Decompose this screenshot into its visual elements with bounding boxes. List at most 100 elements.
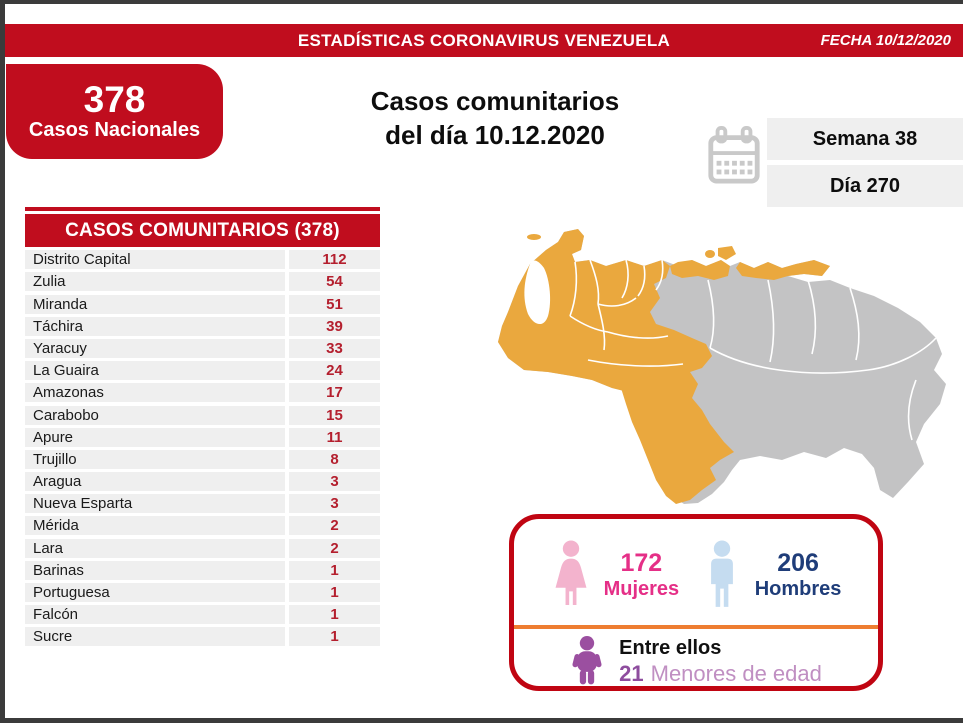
frame-border-bottom xyxy=(0,718,963,723)
map-highlight-central-coast xyxy=(670,260,730,280)
minors-label: Menores de edad xyxy=(650,661,822,687)
state-value-cell: 33 xyxy=(289,338,380,358)
state-name-cell: Carabobo xyxy=(25,405,285,425)
women-stats: 172 Mujeres xyxy=(604,549,680,601)
map-highlight-island xyxy=(705,250,715,258)
state-value-cell: 2 xyxy=(289,516,380,536)
state-value-cell: 3 xyxy=(289,472,380,492)
day-badge: Día 270 xyxy=(767,165,963,207)
state-name-cell: Portuguesa xyxy=(25,583,285,602)
calendar-icon xyxy=(708,126,760,184)
venezuela-map xyxy=(478,220,963,508)
table-row: Táchira 39 xyxy=(25,316,380,336)
state-name-cell: Distrito Capital xyxy=(25,250,285,270)
man-icon xyxy=(710,540,733,607)
national-cases-label: Casos Nacionales xyxy=(28,119,201,142)
state-value-cell: 1 xyxy=(289,560,380,580)
map-highlight-amazonas xyxy=(621,367,734,504)
frame-border-top xyxy=(0,0,963,4)
men-stats: 206 Hombres xyxy=(755,549,842,601)
header-date: FECHA 10/12/2020 xyxy=(820,32,951,49)
table-row: Miranda 51 xyxy=(25,294,380,314)
state-value-cell: 51 xyxy=(289,294,380,314)
men-count: 206 xyxy=(777,549,819,578)
table-row: Apure 11 xyxy=(25,427,380,447)
table-row: Falcón 1 xyxy=(25,605,380,625)
table-row: Distrito Capital 112 xyxy=(25,250,380,270)
woman-icon xyxy=(555,540,587,605)
orange-divider xyxy=(514,625,878,629)
state-name-cell: Nueva Esparta xyxy=(25,494,285,514)
header-title: ESTADÍSTICAS CORONAVIRUS VENEZUELA xyxy=(297,31,671,50)
map-highlight-island xyxy=(718,246,736,260)
header-banner: ESTADÍSTICAS CORONAVIRUS VENEZUELA FECHA… xyxy=(5,24,963,57)
men-label: Hombres xyxy=(754,577,842,600)
state-name-cell: Sucre xyxy=(25,627,285,647)
table-row: La Guaira 24 xyxy=(25,361,380,381)
state-name-cell: Apure xyxy=(25,427,285,447)
state-value-cell: 3 xyxy=(289,494,380,514)
state-value-cell: 8 xyxy=(289,449,380,469)
cases-table: CASOS COMUNITARIOS (378) Distrito Capita… xyxy=(25,207,380,647)
table-row: Trujillo 8 xyxy=(25,449,380,469)
table-row: Portuguesa 1 xyxy=(25,583,380,602)
minors-stats: Entre ellos 21 Menores de edad xyxy=(619,636,822,688)
page-title-line1: Casos comunitarios xyxy=(370,86,620,116)
state-value-cell: 15 xyxy=(289,405,380,425)
table-header: CASOS COMUNITARIOS (378) xyxy=(25,214,380,247)
state-value-cell: 39 xyxy=(289,316,380,336)
table-row: Aragua 3 xyxy=(25,472,380,492)
frame-border-left xyxy=(0,0,5,723)
state-name-cell: Falcón xyxy=(25,605,285,625)
table-row: Sucre 1 xyxy=(25,627,380,647)
page-title-line2: del día 10.12.2020 xyxy=(385,120,605,151)
map-lake-maracaibo xyxy=(524,260,551,325)
state-value-cell: 1 xyxy=(289,605,380,625)
women-group: 172 Mujeres xyxy=(551,538,680,612)
state-name-cell: Barinas xyxy=(25,560,285,580)
table-row: Yaracuy 33 xyxy=(25,338,380,358)
state-name-cell: Zulia xyxy=(25,272,285,292)
table-row: Zulia 54 xyxy=(25,272,380,292)
map-highlight-west-island xyxy=(527,234,541,240)
women-count: 172 xyxy=(620,549,663,578)
table-row: Nueva Esparta 3 xyxy=(25,494,380,514)
table-row: Lara 2 xyxy=(25,538,380,558)
week-badge: Semana 38 xyxy=(767,118,963,160)
state-value-cell: 1 xyxy=(289,627,380,647)
state-name-cell: Táchira xyxy=(25,316,285,336)
state-name-cell: Yaracuy xyxy=(25,338,285,358)
state-value-cell: 54 xyxy=(289,272,380,292)
state-name-cell: Aragua xyxy=(25,472,285,492)
state-name-cell: Miranda xyxy=(25,294,285,314)
minors-intro: Entre ellos xyxy=(619,637,722,660)
table-top-strip xyxy=(25,207,380,211)
state-name-cell: Lara xyxy=(25,538,285,558)
state-value-cell: 11 xyxy=(289,427,380,447)
map-highlight-sucre xyxy=(736,260,830,280)
state-value-cell: 112 xyxy=(289,250,380,270)
state-name-cell: La Guaira xyxy=(25,361,285,381)
child-icon xyxy=(572,636,602,685)
table-body: Distrito Capital 112 Zulia 54 Miranda 51… xyxy=(25,250,380,647)
women-label: Mujeres xyxy=(603,577,680,600)
page-title: Casos comunitarios del día 10.12.2020 xyxy=(295,84,695,153)
men-group: 206 Hombres xyxy=(702,538,842,612)
table-row: Amazonas 17 xyxy=(25,383,380,403)
gender-stats-box: 172 Mujeres 206 Hombres Entre ellos xyxy=(509,514,883,691)
national-cases-value: 378 xyxy=(83,78,146,120)
map-highlight-west xyxy=(498,229,712,400)
minors-count: 21 xyxy=(619,661,644,687)
minors-line: 21 Menores de edad xyxy=(619,660,822,688)
gender-row: 172 Mujeres 206 Hombres xyxy=(514,519,878,625)
table-row: Barinas 1 xyxy=(25,560,380,580)
state-value-cell: 24 xyxy=(289,361,380,381)
state-name-cell: Mérida xyxy=(25,516,285,536)
state-name-cell: Amazonas xyxy=(25,383,285,403)
table-row: Mérida 2 xyxy=(25,516,380,536)
state-value-cell: 2 xyxy=(289,538,380,558)
state-value-cell: 1 xyxy=(289,583,380,602)
minors-row: Entre ellos 21 Menores de edad xyxy=(514,629,878,688)
state-value-cell: 17 xyxy=(289,383,380,403)
national-cases-box: 378 Casos Nacionales xyxy=(6,64,223,159)
